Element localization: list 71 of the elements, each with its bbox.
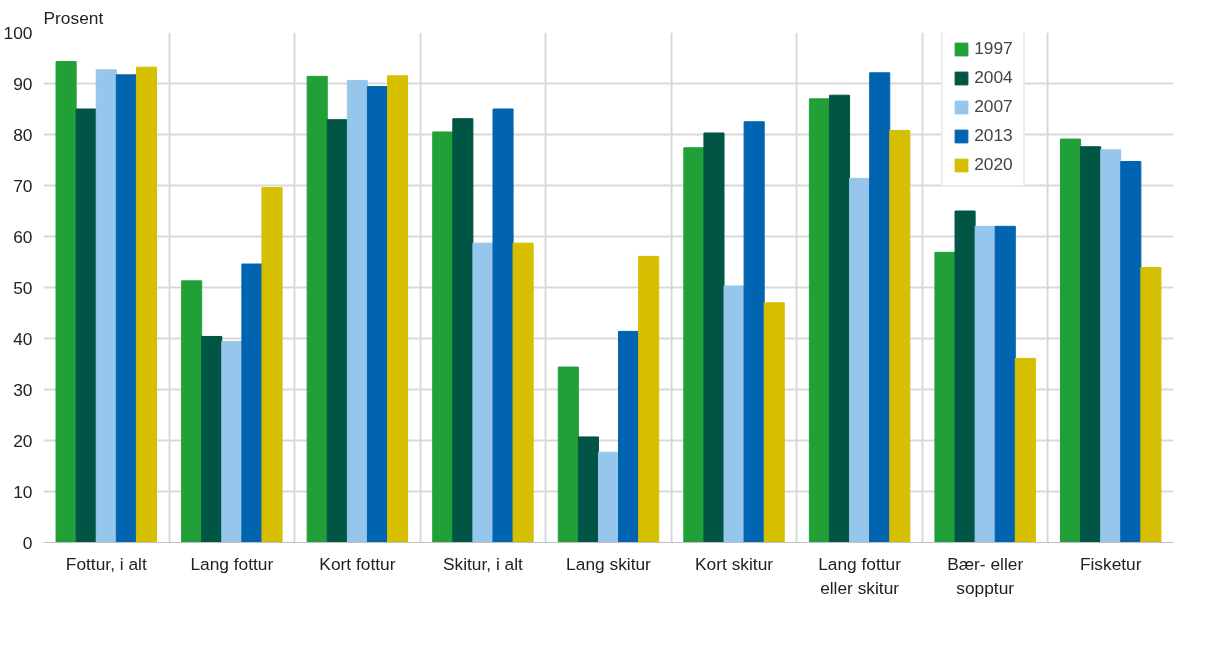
- bar: [115, 74, 137, 543]
- bar: [683, 147, 705, 543]
- bar: [326, 119, 348, 543]
- bar: [889, 129, 911, 543]
- bar: [221, 341, 243, 543]
- bar: [387, 75, 409, 543]
- y-tick-label: 30: [13, 379, 33, 400]
- bar: [849, 177, 871, 543]
- y-tick-label: 20: [13, 430, 33, 451]
- bar: [557, 366, 579, 543]
- bar: [808, 98, 830, 543]
- x-tick-label: Fottur, i alt: [65, 553, 147, 574]
- y-tick-label: 60: [13, 226, 33, 247]
- bar: [869, 72, 891, 543]
- bar: [828, 94, 851, 543]
- bar: [75, 108, 97, 543]
- legend-label: 1997: [974, 38, 1013, 59]
- bar: [432, 131, 454, 543]
- bar: [703, 132, 725, 543]
- legend-label: 2020: [974, 154, 1013, 175]
- bar: [723, 285, 745, 543]
- bar: [512, 242, 534, 543]
- bar: [1060, 138, 1082, 543]
- x-tick-label: Skitur, i alt: [442, 553, 524, 574]
- bar: [1100, 149, 1122, 543]
- bar: [597, 451, 620, 543]
- y-tick-label: 40: [13, 328, 33, 349]
- x-tick-label: Lang fottur eller skitur: [818, 553, 902, 598]
- bar: [306, 75, 328, 543]
- y-tick-label: 100: [3, 22, 33, 43]
- bar: [55, 61, 77, 543]
- y-tick-label: 80: [13, 124, 33, 145]
- bar: [366, 86, 389, 543]
- bar: [1140, 267, 1162, 543]
- y-tick-label: 70: [13, 175, 33, 196]
- y-axis-title: Prosent: [43, 7, 104, 28]
- bar: [346, 79, 368, 543]
- bar: [95, 69, 117, 543]
- x-tick-label: Fisketur: [1079, 553, 1142, 574]
- bar: [181, 280, 203, 543]
- bar: [974, 225, 996, 543]
- bar: [1080, 146, 1102, 543]
- bar: [638, 255, 660, 543]
- bar: [452, 118, 474, 543]
- x-tick-label: Kort fottur: [319, 553, 396, 574]
- x-tick-label: Lang skitur: [566, 553, 652, 574]
- y-tick-label: 10: [13, 481, 33, 502]
- bar: [201, 335, 223, 543]
- y-tick-label: 50: [13, 277, 33, 298]
- bar: [472, 242, 494, 543]
- bar: [743, 121, 765, 543]
- x-tick-label: Kort skitur: [695, 553, 774, 574]
- x-tick-label: Bær- eller sopptur: [947, 553, 1024, 598]
- bar: [618, 330, 640, 543]
- x-tick-label: Lang fottur: [190, 553, 274, 574]
- bar: [577, 436, 599, 543]
- bar: [261, 187, 283, 543]
- bar: [492, 108, 514, 543]
- legend-label: 2004: [974, 67, 1013, 88]
- legend-label: 2013: [974, 125, 1013, 146]
- bar: [934, 251, 956, 543]
- bar: [135, 66, 157, 543]
- bar: [1120, 161, 1142, 543]
- bar: [763, 302, 785, 543]
- bar: [954, 210, 976, 543]
- bar: [1014, 357, 1036, 543]
- bar: [994, 225, 1016, 543]
- legend-label: 2007: [974, 96, 1013, 117]
- y-tick-label: 90: [13, 73, 33, 94]
- bar: [241, 263, 263, 543]
- y-tick-label: 0: [22, 532, 33, 553]
